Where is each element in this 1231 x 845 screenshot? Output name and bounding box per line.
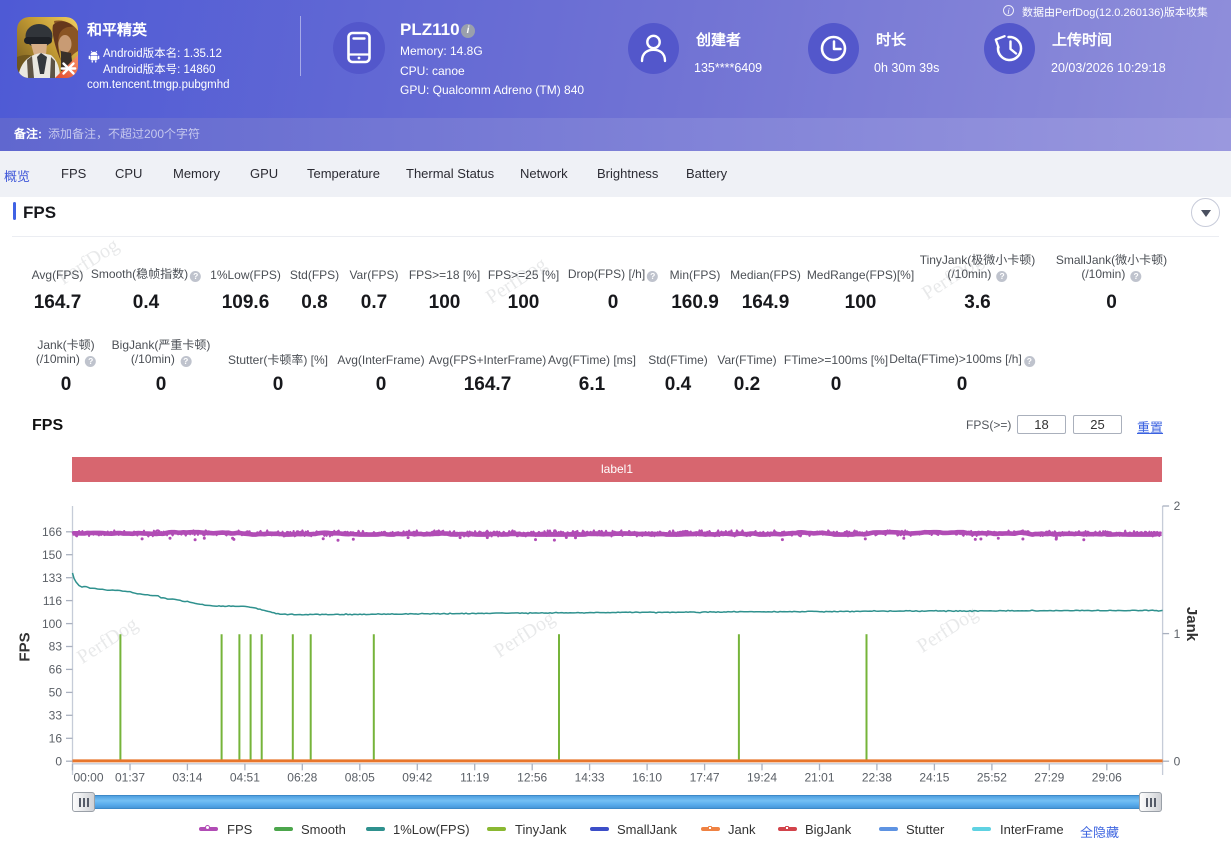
svg-text:33: 33 xyxy=(49,709,63,723)
svg-text:03:14: 03:14 xyxy=(172,771,202,785)
svg-text:0: 0 xyxy=(55,754,62,768)
svg-text:29:06: 29:06 xyxy=(1092,771,1122,785)
svg-text:16: 16 xyxy=(49,732,63,746)
svg-text:17:47: 17:47 xyxy=(690,771,720,785)
svg-text:22:38: 22:38 xyxy=(862,771,892,785)
svg-text:166: 166 xyxy=(42,525,62,539)
svg-text:66: 66 xyxy=(49,663,63,677)
svg-text:116: 116 xyxy=(43,594,62,608)
svg-text:100: 100 xyxy=(42,617,62,631)
svg-text:11:19: 11:19 xyxy=(460,771,489,785)
svg-text:50: 50 xyxy=(49,686,63,700)
svg-text:00:00: 00:00 xyxy=(74,771,104,785)
svg-text:0: 0 xyxy=(1174,754,1181,768)
svg-text:04:51: 04:51 xyxy=(230,771,260,785)
svg-text:133: 133 xyxy=(42,571,62,585)
svg-text:FPS: FPS xyxy=(17,632,34,661)
svg-text:14:33: 14:33 xyxy=(575,771,605,785)
svg-text:08:05: 08:05 xyxy=(345,771,375,785)
svg-text:2: 2 xyxy=(1174,499,1181,513)
svg-text:83: 83 xyxy=(49,640,63,654)
svg-text:09:42: 09:42 xyxy=(402,771,432,785)
svg-text:16:10: 16:10 xyxy=(632,771,662,785)
svg-text:21:01: 21:01 xyxy=(804,771,834,785)
svg-text:Jank: Jank xyxy=(1183,607,1200,642)
svg-text:01:37: 01:37 xyxy=(115,771,145,785)
svg-text:19:24: 19:24 xyxy=(747,771,777,785)
svg-text:12:56: 12:56 xyxy=(517,771,547,785)
svg-text:25:52: 25:52 xyxy=(977,771,1007,785)
svg-text:1: 1 xyxy=(1174,627,1181,641)
svg-text:27:29: 27:29 xyxy=(1034,771,1064,785)
svg-text:24:15: 24:15 xyxy=(919,771,949,785)
svg-text:150: 150 xyxy=(42,548,62,562)
svg-text:06:28: 06:28 xyxy=(287,771,317,785)
